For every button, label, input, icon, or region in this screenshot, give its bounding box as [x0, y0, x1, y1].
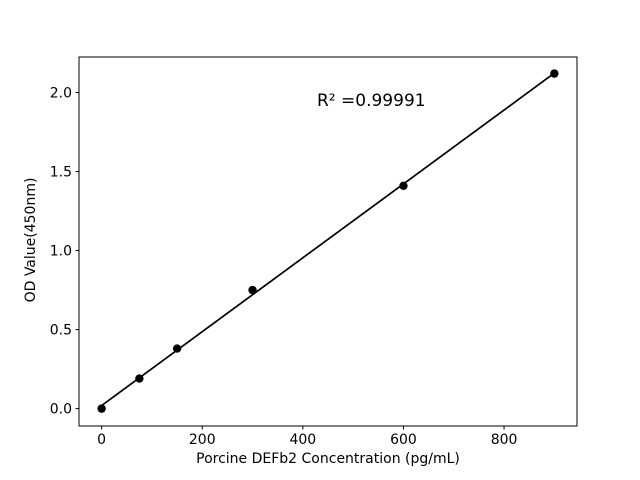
- x-tick-label: 800: [491, 432, 518, 448]
- regression-line: [101, 72, 555, 407]
- data-point: [135, 374, 144, 383]
- data-points: [97, 69, 559, 413]
- y-tick-label: 2.0: [50, 86, 72, 102]
- x-axis-ticks: 0 200 400 600 800: [97, 426, 517, 448]
- data-point: [97, 404, 106, 413]
- x-axis-label: Porcine DEFb2 Concentration (pg/mL): [196, 451, 460, 467]
- x-tick-label: 600: [390, 432, 417, 448]
- y-axis-ticks: 0.0 0.5 1.0 1.5 2.0: [50, 86, 79, 418]
- axes-frame: [78, 56, 578, 427]
- r-squared-annotation: R² =0.99991: [317, 91, 426, 111]
- data-point: [248, 285, 257, 295]
- y-tick-label: 0.5: [50, 323, 72, 339]
- data-point: [550, 69, 559, 78]
- data-point: [172, 344, 182, 353]
- data-point: [399, 181, 408, 190]
- y-tick-label: 1.5: [50, 165, 72, 181]
- y-tick-label: 1.0: [50, 244, 72, 260]
- y-axis-label: OD Value(450nm): [23, 177, 39, 303]
- x-tick-label: 200: [189, 432, 216, 448]
- y-tick-label: 0.0: [50, 402, 72, 418]
- x-tick-label: 0: [97, 432, 106, 448]
- fit-line: [101, 72, 555, 407]
- x-tick-label: 400: [289, 432, 316, 448]
